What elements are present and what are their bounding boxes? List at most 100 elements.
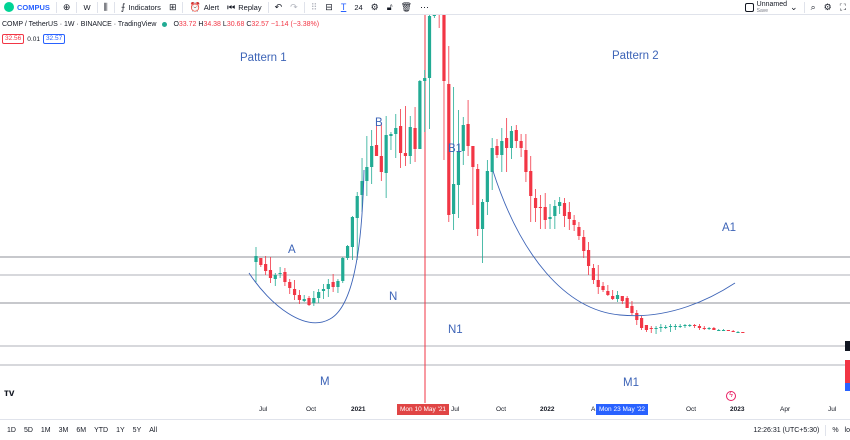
candle	[264, 256, 268, 275]
more-button[interactable]: ⋯	[416, 0, 433, 15]
candle	[379, 123, 383, 181]
candle	[317, 289, 321, 303]
point-a1-label[interactable]: A1	[722, 222, 737, 234]
fullscreen-button[interactable]: ⛶	[836, 0, 850, 15]
settings-small-button[interactable]: ⚙	[367, 0, 383, 15]
candle	[668, 324, 673, 332]
range-button-3m[interactable]: 3M	[58, 426, 69, 434]
point-m1-label[interactable]: M1	[623, 377, 639, 389]
candle-body	[726, 330, 730, 331]
candle-body	[505, 138, 509, 148]
candle-body	[707, 328, 711, 329]
interval-button[interactable]: W	[79, 0, 94, 15]
candle	[321, 284, 326, 299]
candle-body	[374, 145, 379, 156]
undo-button[interactable]: ↶	[271, 0, 287, 15]
range-button-5y[interactable]: 5Y	[132, 426, 142, 434]
delete-button[interactable]: 🗑︎	[397, 0, 416, 15]
candle-body	[654, 328, 658, 329]
percent-toggle[interactable]: %	[832, 426, 839, 434]
candle	[476, 164, 480, 236]
log-toggle[interactable]: lo	[844, 426, 850, 434]
candle	[466, 100, 470, 156]
candle-body	[297, 295, 301, 300]
candle-body	[399, 126, 403, 153]
range-button-5d[interactable]: 5D	[23, 426, 33, 434]
candle	[384, 116, 388, 198]
drag-handle[interactable]: ⠿	[307, 0, 322, 15]
settings-button[interactable]: ⚙	[820, 0, 836, 15]
pattern2-curve[interactable]	[492, 170, 736, 317]
candle-body	[601, 286, 605, 290]
layout-save-button[interactable]: Unnamed Save ⌄	[741, 0, 802, 15]
clock-label[interactable]: 12:26:31 (UTC+5:30)	[753, 426, 820, 434]
legend-title[interactable]: COMP / TetherUS · 1W · BINANCE · Trading…	[2, 21, 157, 28]
candle	[509, 126, 514, 159]
candle	[447, 46, 451, 222]
time-tick: 2021	[351, 406, 366, 413]
search-button[interactable]: ⌕	[807, 0, 820, 15]
candle	[283, 268, 287, 286]
candle	[620, 296, 624, 304]
point-b-label[interactable]: B	[375, 117, 383, 129]
candle-body	[408, 127, 412, 156]
symbol-search-button[interactable]: COMPUS	[0, 0, 54, 15]
time-tick: Oct	[686, 406, 697, 413]
pattern1-label[interactable]: Pattern 1	[240, 52, 287, 64]
divider	[825, 424, 827, 436]
candle-body	[331, 282, 335, 287]
candle	[438, 15, 440, 28]
alert-button[interactable]: ⏰ Alert	[185, 0, 223, 15]
spread-value: 0.01	[27, 35, 40, 43]
font-size-value: 24	[354, 2, 363, 12]
legend-close: 32.57	[251, 21, 269, 28]
pattern2-label[interactable]: Pattern 2	[612, 50, 659, 62]
buy-price-button[interactable]: 32.57	[42, 34, 66, 44]
candle-body	[360, 181, 364, 195]
templates-button[interactable]: ⊞	[165, 0, 181, 15]
legend-ohlc: O33.72 H34.38 L30.68 C32.57 −1.14 (−3.38…	[173, 21, 320, 28]
candle-body	[630, 306, 634, 313]
divider	[96, 1, 98, 13]
point-a-label[interactable]: A	[288, 244, 296, 256]
plus-circle-icon: ⊕	[62, 1, 71, 12]
time-tick: Oct	[306, 406, 317, 413]
candle	[297, 290, 301, 304]
price-label-marker	[845, 375, 850, 383]
lock-button[interactable]: 🔓︎	[383, 0, 397, 15]
tradingview-logo[interactable]: ᴛᴠ	[4, 388, 15, 399]
range-button-1y[interactable]: 1Y	[116, 426, 125, 434]
text-tool-button[interactable]: T	[337, 0, 351, 15]
range-button-1d[interactable]: 1D	[7, 426, 16, 434]
time-axis[interactable]: Jul Oct 2021 Jul Oct 2022 Oct 2023 Apr J…	[0, 403, 850, 417]
legend-change: −1.14 (−3.38%)	[270, 21, 320, 28]
candle-body	[254, 256, 258, 262]
candle-body	[312, 298, 316, 303]
candle-body	[668, 326, 673, 327]
price-chart[interactable]	[0, 15, 850, 403]
point-b1-label[interactable]: B1	[448, 143, 463, 155]
range-button-all[interactable]: All	[149, 426, 158, 434]
candle	[529, 156, 533, 222]
range-button-1m[interactable]: 1M	[40, 426, 51, 434]
drawing-tool-button[interactable]: ⊟	[321, 0, 337, 15]
candle	[514, 125, 518, 148]
chart-type-button[interactable]: ⫼	[100, 0, 112, 15]
font-size-button[interactable]: 24	[350, 0, 366, 15]
lightning-icon[interactable]: ϟ	[726, 391, 736, 401]
redo-button[interactable]: ↷	[286, 0, 302, 15]
compare-symbol-button[interactable]: ⊕	[59, 0, 75, 15]
range-button-6m[interactable]: 6M	[76, 426, 87, 434]
candle	[664, 325, 668, 329]
candle	[736, 331, 740, 333]
candle-body	[548, 217, 552, 219]
point-n-label[interactable]: N	[389, 291, 398, 303]
range-button-ytd[interactable]: YTD	[94, 426, 109, 434]
replay-button[interactable]: ⏮ Replay	[223, 0, 265, 15]
divider	[267, 1, 269, 13]
pattern1-curve[interactable]	[248, 169, 365, 324]
point-m-label[interactable]: M	[320, 376, 330, 388]
indicators-button[interactable]: ⨍ Indicators	[117, 0, 165, 15]
point-n1-label[interactable]: N1	[448, 324, 463, 336]
sell-price-button[interactable]: 32.56	[2, 34, 25, 44]
